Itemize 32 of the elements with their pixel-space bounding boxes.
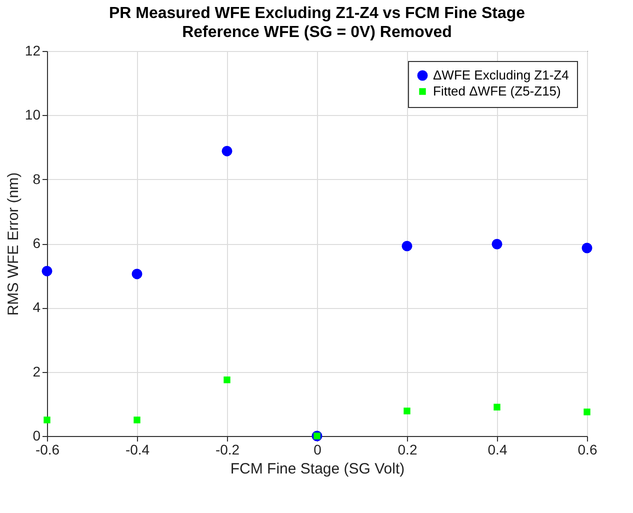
chart-subtitle: Reference WFE (SG = 0V) Removed xyxy=(182,24,452,41)
y-tick-label: 6 xyxy=(32,235,41,251)
point xyxy=(42,266,52,276)
x-tick-label: 0.6 xyxy=(578,442,598,458)
x-tick-label: 0 xyxy=(314,442,322,458)
point xyxy=(584,408,590,416)
point xyxy=(404,408,410,414)
y-tick-label: 4 xyxy=(32,299,41,316)
legend-label: ΔWFE Excluding Z1-Z4 xyxy=(433,68,569,82)
point xyxy=(402,240,412,252)
x-tick-label: -0.2 xyxy=(215,442,240,458)
point xyxy=(494,404,500,410)
x-axis-title: FCM Fine Stage (SG Volt) xyxy=(230,460,405,478)
chart-title: PR Measured WFE Excluding Z1-Z4 vs FCM Fine Stage xyxy=(108,5,526,22)
y-tick-label: 0 xyxy=(32,428,41,444)
point xyxy=(134,416,140,424)
y-tick-label: 2 xyxy=(32,363,41,380)
point xyxy=(224,376,230,384)
point xyxy=(132,268,142,280)
x-tick-label: 0.2 xyxy=(398,442,418,458)
point xyxy=(222,146,232,156)
y-tick-label: 10 xyxy=(24,106,41,123)
legend-label: Fitted ΔWFE (Z5-Z15) xyxy=(433,84,561,98)
x-tick-label: 0.4 xyxy=(488,442,508,458)
x-tick-label: -0.4 xyxy=(125,442,150,458)
y-tick-label: 12 xyxy=(24,42,41,58)
point xyxy=(582,242,592,254)
point xyxy=(44,416,50,424)
y-tick-label: 8 xyxy=(32,170,41,187)
point xyxy=(492,238,502,250)
y-axis-title: RMS WFE Error (nm) xyxy=(4,172,22,316)
x-tick-label: -0.6 xyxy=(35,442,60,458)
